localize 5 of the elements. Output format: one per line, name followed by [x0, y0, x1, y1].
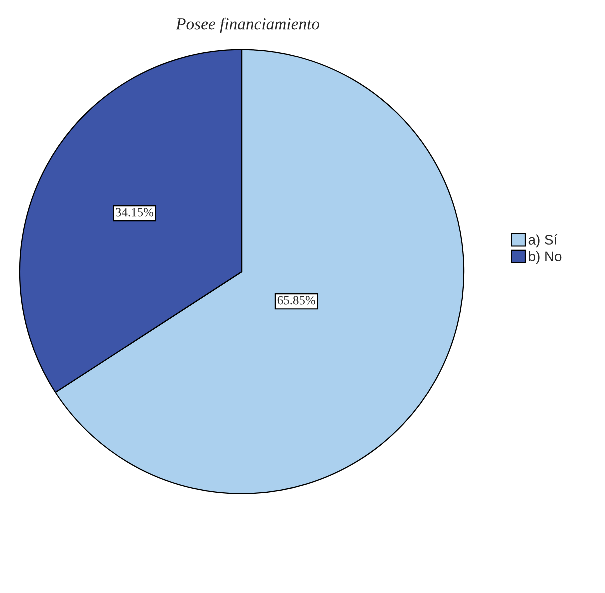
legend-label: a) Sí — [528, 234, 558, 248]
legend-label: b) No — [529, 251, 562, 264]
chart-title: Posee financiamiento — [176, 18, 320, 34]
data-label: 65.85% — [278, 296, 316, 305]
data-label: 34.15% — [116, 208, 154, 217]
